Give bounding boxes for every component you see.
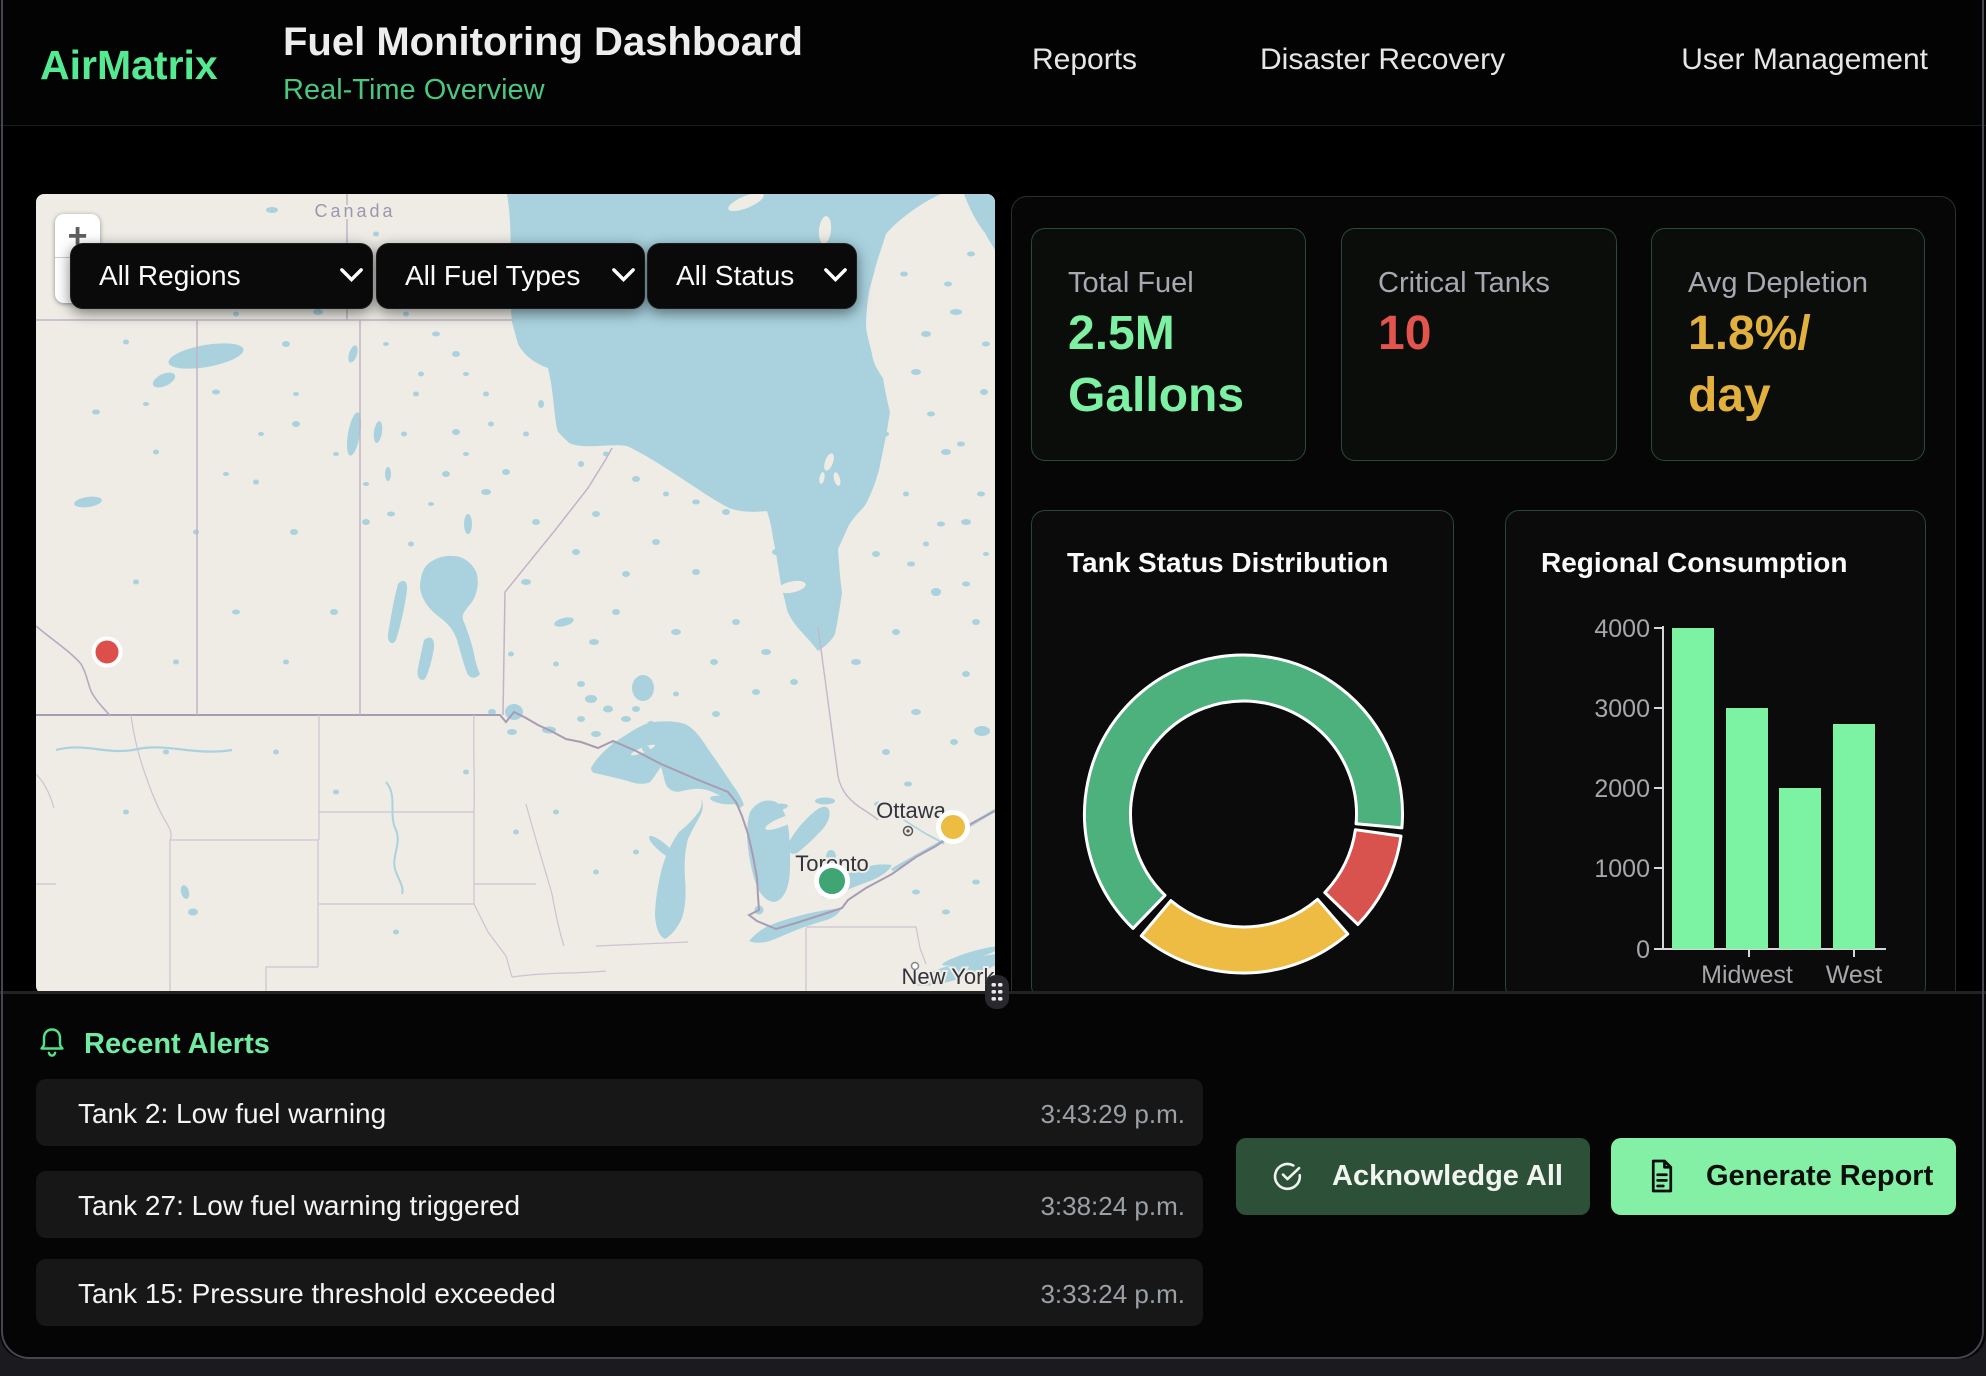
svg-text:0: 0 [1636,936,1650,964]
svg-text:Ottawa: Ottawa [876,798,946,823]
svg-text:3000: 3000 [1594,695,1650,723]
svg-text:Canada: Canada [314,201,395,221]
svg-text:4000: 4000 [1594,615,1650,643]
svg-text:1000: 1000 [1594,855,1650,883]
svg-text:Midwest: Midwest [1701,961,1793,989]
svg-text:2000: 2000 [1594,775,1650,803]
svg-text:West: West [1826,961,1883,989]
